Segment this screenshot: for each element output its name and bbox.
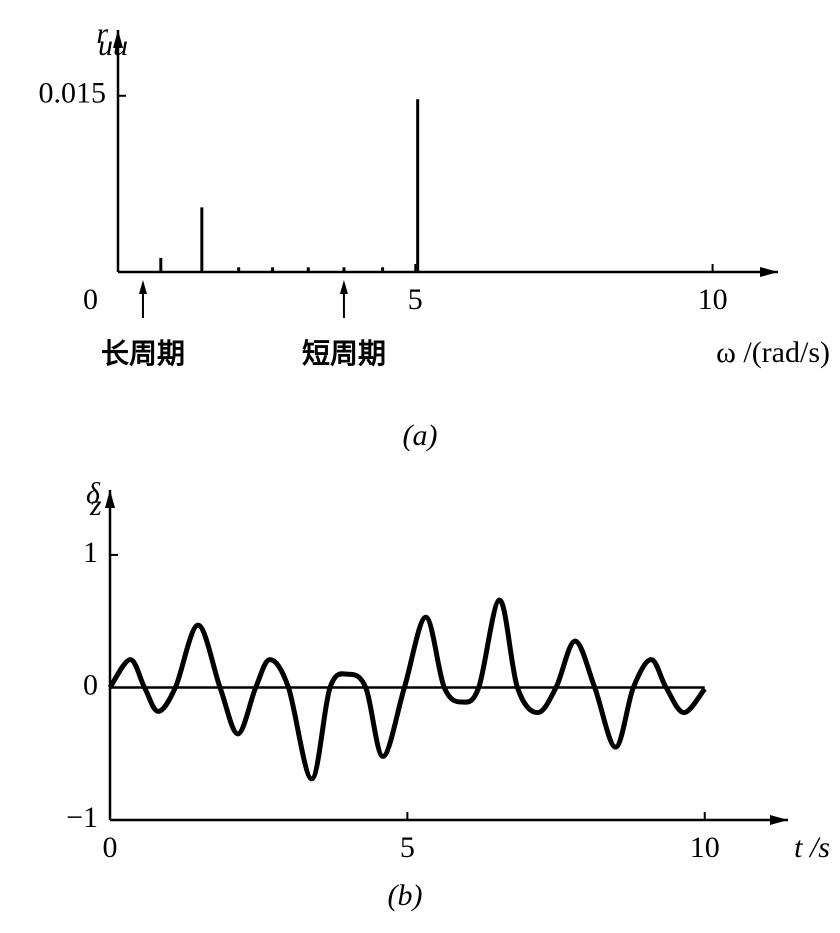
annotation-arrowhead — [138, 280, 147, 294]
y-tick-label: 0 — [83, 668, 98, 701]
y-axis-arrow — [113, 30, 123, 48]
y-tick-label: 0.015 — [39, 77, 107, 110]
y-axis-arrow — [105, 490, 115, 508]
x-axis-label: t /s — [794, 831, 830, 864]
x-tick-label: 0 — [103, 831, 118, 864]
x-tick-label: 5 — [400, 831, 415, 864]
x-axis-arrow — [770, 815, 788, 825]
y-tick-label: −1 — [66, 801, 98, 834]
x-tick-label: 5 — [408, 283, 423, 316]
x-axis-label: ω /(rad/s) — [716, 336, 830, 369]
x-tick-label: 0 — [83, 283, 98, 316]
x-tick-label: 10 — [690, 831, 720, 864]
line — [107, 597, 707, 782]
y-axis-label: δ — [86, 477, 101, 510]
y-axis-label: r — [96, 17, 108, 50]
caption: (a) — [403, 419, 438, 452]
y-axis-label-sub: uu — [98, 29, 128, 62]
annotation-label: 长周期 — [101, 337, 185, 370]
caption: (b) — [388, 879, 423, 912]
annotation-arrowhead — [339, 280, 348, 294]
x-tick-label: 10 — [698, 283, 728, 316]
x-axis-arrow — [760, 267, 778, 277]
y-axis-label-sub: z — [89, 489, 102, 522]
y-tick-label: 1 — [83, 536, 98, 569]
annotation-label: 短周期 — [302, 337, 386, 370]
